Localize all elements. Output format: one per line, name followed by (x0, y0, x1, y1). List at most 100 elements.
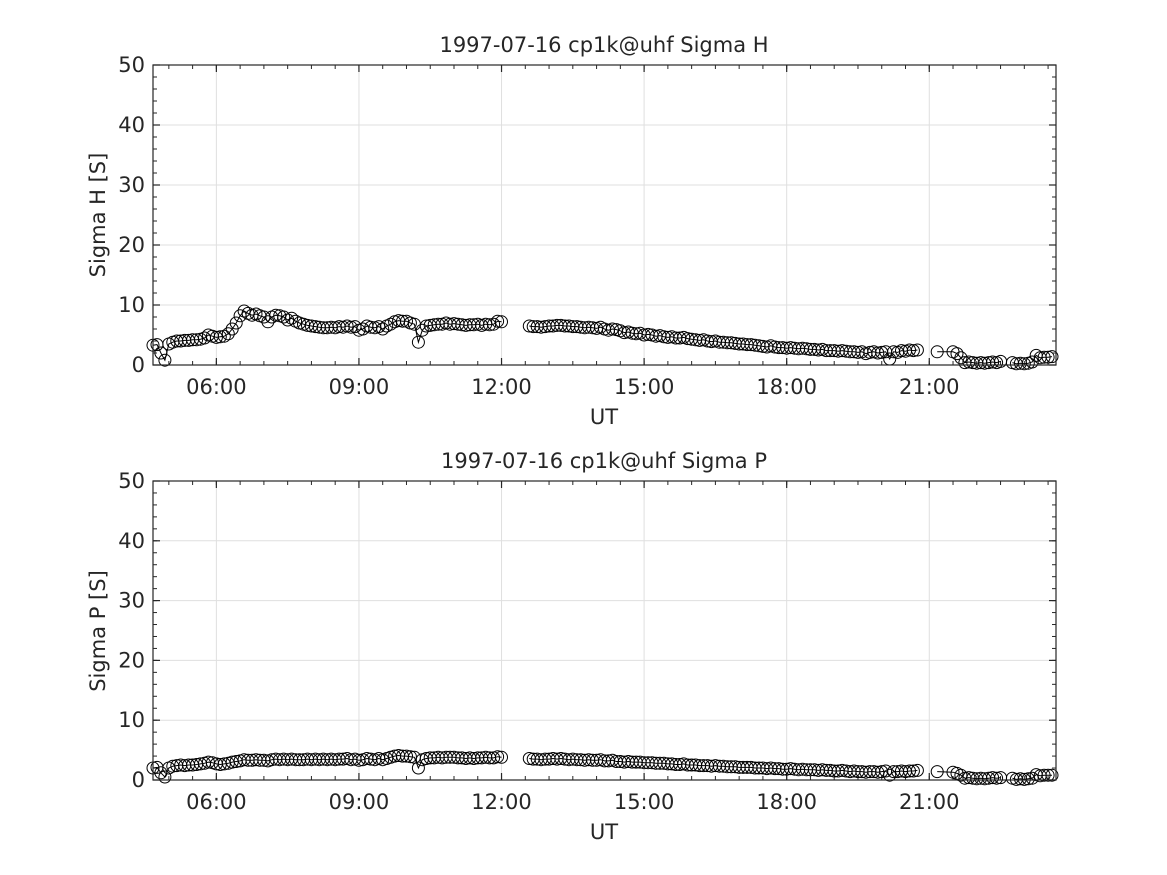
data-point (986, 355, 1000, 369)
data-point (954, 768, 968, 782)
data-point (903, 764, 916, 778)
sigma-p-panel: 1997-07-16 cp1k@uhf Sigma P 06:00 09:00 12… (86, 449, 1059, 844)
data-point (217, 329, 231, 343)
series-sigma-h (146, 304, 1059, 371)
x-tick-label: 12:00 (471, 790, 532, 814)
data-point (491, 314, 505, 328)
data-point (403, 750, 417, 764)
data-point (384, 317, 398, 331)
data-point (261, 315, 275, 329)
x-tick-labels: 06:00 09:00 12:00 15:00 18:00 21:00 (186, 790, 959, 814)
series-line (152, 754, 502, 778)
series-line (1012, 774, 1052, 780)
y-tick-label: 10 (118, 708, 145, 732)
data-point (396, 314, 409, 328)
data-point (285, 311, 299, 325)
data-point (950, 347, 964, 361)
x-tick-label: 18:00 (756, 375, 817, 399)
data-point (990, 771, 1004, 785)
y-axis-label: Sigma P [S] (86, 570, 110, 692)
data-point (154, 766, 168, 780)
data-point (229, 316, 243, 330)
data-point (209, 330, 223, 344)
plot-frame (152, 480, 1057, 781)
y-tick-label: 20 (118, 233, 145, 257)
plot-frame (152, 64, 1057, 366)
grid (153, 480, 1056, 781)
data-point (411, 335, 425, 349)
data-point (487, 317, 501, 331)
x-tick-label: 06:00 (186, 375, 247, 399)
y-tick-label: 10 (118, 293, 145, 317)
chart-title: 1997-07-16 cp1k@uhf Sigma H (439, 33, 768, 57)
y-tick-labels: 0 10 20 30 40 50 (118, 469, 145, 792)
x-tick-label: 09:00 (329, 375, 390, 399)
data-point (1025, 771, 1039, 785)
data-point (930, 765, 944, 779)
data-point (1021, 772, 1035, 786)
x-tick-label: 21:00 (899, 790, 960, 814)
data-point (605, 322, 619, 336)
x-tick-label: 12:00 (471, 375, 532, 399)
data-point (1037, 350, 1051, 364)
ticks (153, 480, 1056, 781)
x-tick-label: 15:00 (614, 375, 675, 399)
x-tick-label: 18:00 (756, 790, 817, 814)
y-tick-label: 0 (132, 768, 145, 792)
data-point (1037, 768, 1051, 782)
data-point (1045, 768, 1059, 782)
y-tick-label: 40 (118, 529, 145, 553)
y-tick-label: 0 (132, 353, 145, 377)
data-point (479, 317, 493, 331)
data-point (158, 353, 172, 367)
x-tick-labels: 06:00 09:00 12:00 15:00 18:00 21:00 (186, 375, 959, 399)
data-point (376, 322, 390, 336)
x-axis-label: UT (590, 820, 618, 844)
ticks (153, 64, 1056, 366)
data-point (411, 761, 425, 775)
x-tick-label: 06:00 (186, 790, 247, 814)
data-point (910, 343, 924, 357)
x-axis-label: UT (590, 405, 618, 429)
x-tick-label: 15:00 (614, 790, 675, 814)
y-tick-label: 50 (118, 53, 145, 77)
data-point (213, 330, 227, 344)
data-point (910, 763, 924, 777)
data-point (269, 308, 283, 322)
series-line (1012, 354, 1053, 365)
data-point (491, 750, 505, 764)
data-point (883, 768, 897, 782)
y-tick-label: 40 (118, 113, 145, 137)
chart-title: 1997-07-16 cp1k@uhf Sigma P (441, 449, 767, 473)
x-tick-label: 09:00 (329, 790, 390, 814)
data-point (986, 771, 1000, 785)
y-tick-label: 30 (118, 589, 145, 613)
data-point (190, 333, 204, 347)
series-sigma-p (146, 749, 1059, 786)
y-tick-label: 30 (118, 173, 145, 197)
sigma-h-panel: 1997-07-16 cp1k@uhf Sigma H 06:00 09:00 12… (86, 33, 1059, 429)
data-point (221, 327, 235, 341)
x-tick-label: 21:00 (899, 375, 960, 399)
data-point (400, 749, 413, 763)
data-point (871, 346, 885, 360)
data-point (906, 764, 920, 778)
data-point (871, 765, 885, 779)
y-axis-label: Sigma H [S] (86, 153, 110, 278)
data-point (415, 323, 429, 337)
y-tick-label: 20 (118, 648, 145, 672)
y-tick-labels: 0 10 20 30 40 50 (118, 53, 145, 377)
data-point (906, 344, 920, 358)
data-point (1017, 357, 1031, 371)
data-point (1041, 768, 1055, 782)
y-tick-label: 50 (118, 469, 145, 493)
data-point (495, 750, 508, 764)
data-point (158, 770, 172, 784)
data-point (954, 351, 968, 365)
series-line (529, 757, 918, 776)
data-point (1025, 355, 1039, 369)
data-point (1045, 350, 1059, 364)
data-point (154, 346, 168, 360)
data-point (903, 343, 916, 357)
